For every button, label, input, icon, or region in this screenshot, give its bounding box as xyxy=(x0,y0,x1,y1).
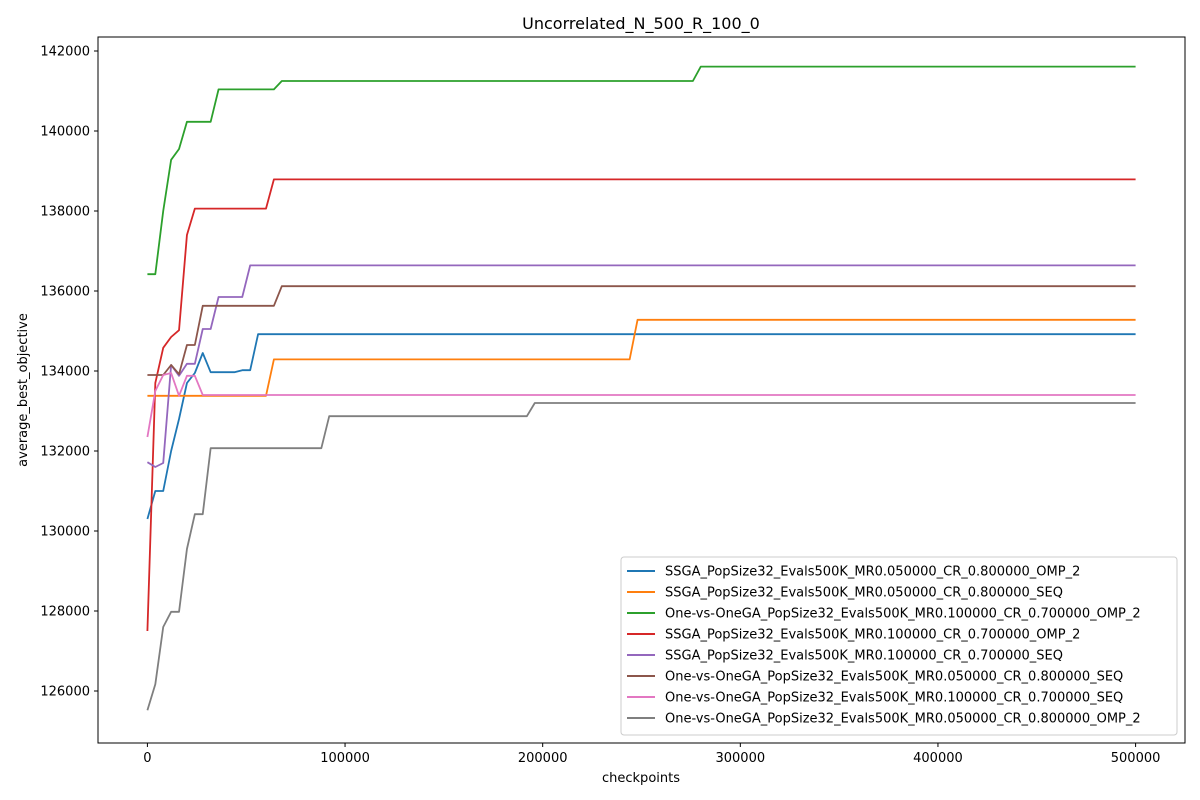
legend-label: One-vs-OneGA_PopSize32_Evals500K_MR0.100… xyxy=(665,691,1123,706)
x-tick-label: 300000 xyxy=(715,751,765,766)
y-tick-label: 140000 xyxy=(40,125,90,140)
y-tick-label: 128000 xyxy=(40,605,90,620)
y-axis: 126000 128000 130000 132000 134000 136000 1380… xyxy=(40,45,98,700)
x-axis: 0 100000 200000 300000 400000 500000 xyxy=(143,743,1160,766)
y-tick-label: 136000 xyxy=(40,285,90,300)
series-line-1 xyxy=(146,333,1136,520)
y-tick-label: 130000 xyxy=(40,525,90,540)
x-axis-label: checkpoints xyxy=(602,771,680,786)
legend: SSGA_PopSize32_Evals500K_MR0.050000_CR_0… xyxy=(620,556,1178,736)
y-tick-label: 132000 xyxy=(40,445,90,460)
series-line-5 xyxy=(146,264,1136,468)
x-tick-label: 400000 xyxy=(913,751,963,766)
x-tick-label: 500000 xyxy=(1111,751,1161,766)
series-line-4 xyxy=(146,178,1136,632)
legend-label: One-vs-OneGA_PopSize32_Evals500K_MR0.100… xyxy=(665,607,1141,622)
chart-title: Uncorrelated_N_500_R_100_0 xyxy=(522,14,760,34)
y-axis-label: average_best_objective xyxy=(16,313,31,467)
x-tick-label: 200000 xyxy=(518,751,568,766)
series-line-6 xyxy=(147,285,1136,376)
legend-label: One-vs-OneGA_PopSize32_Evals500K_MR0.050… xyxy=(665,670,1123,685)
legend-label: SSGA_PopSize32_Evals500K_MR0.100000_CR_0… xyxy=(665,649,1063,664)
legend-label: SSGA_PopSize32_Evals500K_MR0.100000_CR_0… xyxy=(665,628,1080,643)
legend-label: SSGA_PopSize32_Evals500K_MR0.050000_CR_0… xyxy=(665,565,1080,580)
series-line-7 xyxy=(146,372,1136,438)
axes-frame xyxy=(97,36,1186,744)
x-tick-label: 0 xyxy=(143,751,151,766)
legend-box xyxy=(620,556,1178,736)
series-line-3 xyxy=(147,65,1136,276)
y-tick-label: 134000 xyxy=(40,365,90,380)
legend-label: One-vs-OneGA_PopSize32_Evals500K_MR0.050… xyxy=(665,712,1141,727)
y-tick-label: 126000 xyxy=(40,685,90,700)
plot-area xyxy=(146,65,1136,711)
series-line-8 xyxy=(146,402,1136,711)
y-tick-label: 138000 xyxy=(40,205,90,220)
x-tick-label: 100000 xyxy=(320,751,370,766)
legend-label: SSGA_PopSize32_Evals500K_MR0.050000_CR_0… xyxy=(665,586,1063,601)
y-tick-label: 142000 xyxy=(40,45,90,60)
